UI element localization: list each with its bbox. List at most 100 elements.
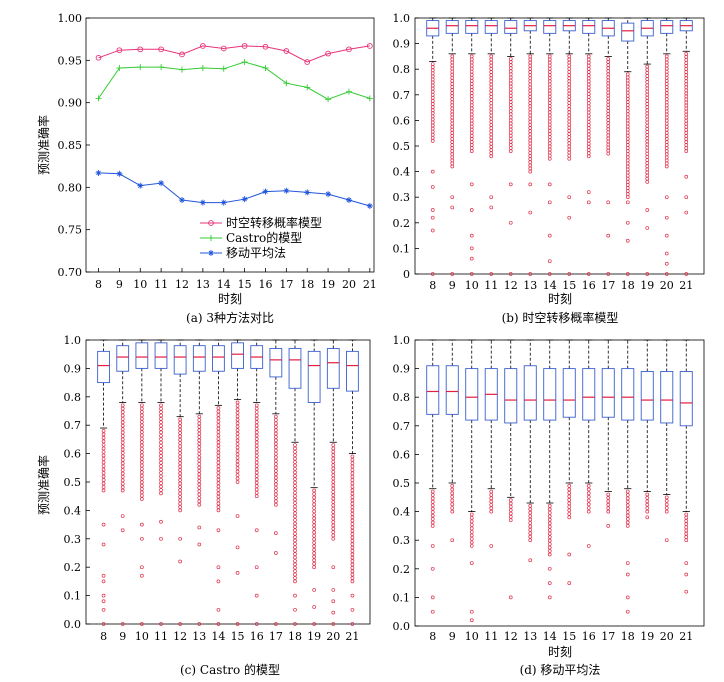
b-box xyxy=(543,20,557,34)
c-outlier xyxy=(159,622,163,626)
c-outlier xyxy=(101,488,106,493)
b-outlier xyxy=(469,75,474,80)
b-outlier xyxy=(528,154,533,158)
b-outlier xyxy=(606,102,611,107)
c-outlier xyxy=(120,444,125,449)
d-outlier xyxy=(528,504,533,508)
a-point-2 xyxy=(325,96,332,103)
d-ytick-label: 0.0 xyxy=(393,620,411,633)
b-outlier xyxy=(528,272,533,276)
c-outlier xyxy=(120,468,125,472)
b-outlier xyxy=(450,195,455,200)
c-outlier xyxy=(235,445,240,450)
b-outlier xyxy=(450,140,455,144)
c-outlier xyxy=(159,444,163,448)
d-outlier xyxy=(547,524,552,529)
c-outlier xyxy=(293,622,297,626)
b-outlier xyxy=(567,122,572,127)
b-outlier xyxy=(508,124,513,129)
c-outlier xyxy=(120,440,125,445)
b-outlier xyxy=(469,149,474,153)
c-box xyxy=(307,350,321,403)
d-outlier xyxy=(489,506,494,511)
a-xtick-label: 14 xyxy=(217,278,231,291)
b-outlier xyxy=(508,106,513,110)
b-outlier xyxy=(606,87,611,92)
c-outlier xyxy=(216,423,221,428)
c-outlier xyxy=(274,438,278,443)
b-outlier xyxy=(625,189,630,193)
b-outlier xyxy=(664,149,669,154)
b-outlier xyxy=(645,151,650,156)
d-outlier xyxy=(430,517,435,521)
c-xtick-label: 21 xyxy=(345,630,359,643)
b-outlier xyxy=(586,126,591,131)
c-outlier xyxy=(254,450,259,455)
c-outlier xyxy=(159,488,163,492)
c-outlier xyxy=(312,540,316,545)
b-outlier xyxy=(430,169,435,174)
c-box xyxy=(173,345,187,375)
c-outlier xyxy=(120,457,125,462)
b-outlier xyxy=(508,63,513,67)
b-outlier xyxy=(664,82,669,86)
b-outlier xyxy=(430,105,435,109)
b-outlier xyxy=(625,100,630,104)
c-outlier xyxy=(350,532,355,536)
d-outlier xyxy=(469,530,474,534)
c-outlier xyxy=(120,430,125,435)
b-outlier xyxy=(489,123,494,127)
b-outlier xyxy=(606,75,611,80)
d-box xyxy=(640,371,654,421)
b-outlier xyxy=(684,97,689,102)
d-outlier xyxy=(528,507,533,512)
d-outlier xyxy=(430,544,435,548)
d-outlier xyxy=(430,513,435,518)
d-outlier xyxy=(684,528,689,533)
b-outlier xyxy=(567,144,572,149)
c-outlier xyxy=(197,418,202,422)
c-outlier xyxy=(216,406,221,411)
b-outlier xyxy=(606,133,611,138)
a-point-2 xyxy=(116,64,123,71)
c-outlier xyxy=(101,522,106,527)
c-outlier xyxy=(120,464,125,469)
b-outlier xyxy=(645,161,650,166)
c-outlier xyxy=(331,610,336,615)
c-outlier xyxy=(293,473,297,478)
d-outlier xyxy=(625,520,630,525)
b-outlier xyxy=(508,182,513,187)
b-outlier xyxy=(469,182,474,187)
legend-marker-circle xyxy=(208,220,214,226)
c-outlier xyxy=(350,555,355,560)
c-outlier xyxy=(235,442,240,446)
c-outlier xyxy=(159,403,163,408)
b-outlier xyxy=(528,126,533,130)
b-outlier xyxy=(664,158,669,163)
b-outlier xyxy=(606,93,611,98)
b-outlier xyxy=(684,127,689,132)
c-outlier xyxy=(293,521,297,526)
b-outlier xyxy=(450,79,455,83)
b-outlier xyxy=(625,220,630,225)
b-outlier xyxy=(489,60,494,65)
c-outlier xyxy=(331,503,336,508)
c-outlier xyxy=(331,459,336,464)
c-outlier xyxy=(178,451,182,456)
a-xtick-label: 16 xyxy=(258,278,272,291)
c-ytick-label: 0.3 xyxy=(64,533,82,546)
d-outlier xyxy=(547,514,552,519)
b-outlier xyxy=(430,68,435,73)
b-outlier xyxy=(430,185,435,189)
b-outlier xyxy=(606,118,611,122)
c-outlier xyxy=(274,458,278,463)
c-outlier xyxy=(178,421,182,425)
b-outlier xyxy=(489,120,494,124)
b-outlier xyxy=(489,205,494,210)
d-outlier xyxy=(684,519,689,523)
d-outlier xyxy=(528,534,533,539)
a-point-2 xyxy=(137,64,144,71)
c-outlier xyxy=(254,494,259,499)
c-xtick-label: 18 xyxy=(288,630,302,643)
d-outlier xyxy=(625,572,630,577)
